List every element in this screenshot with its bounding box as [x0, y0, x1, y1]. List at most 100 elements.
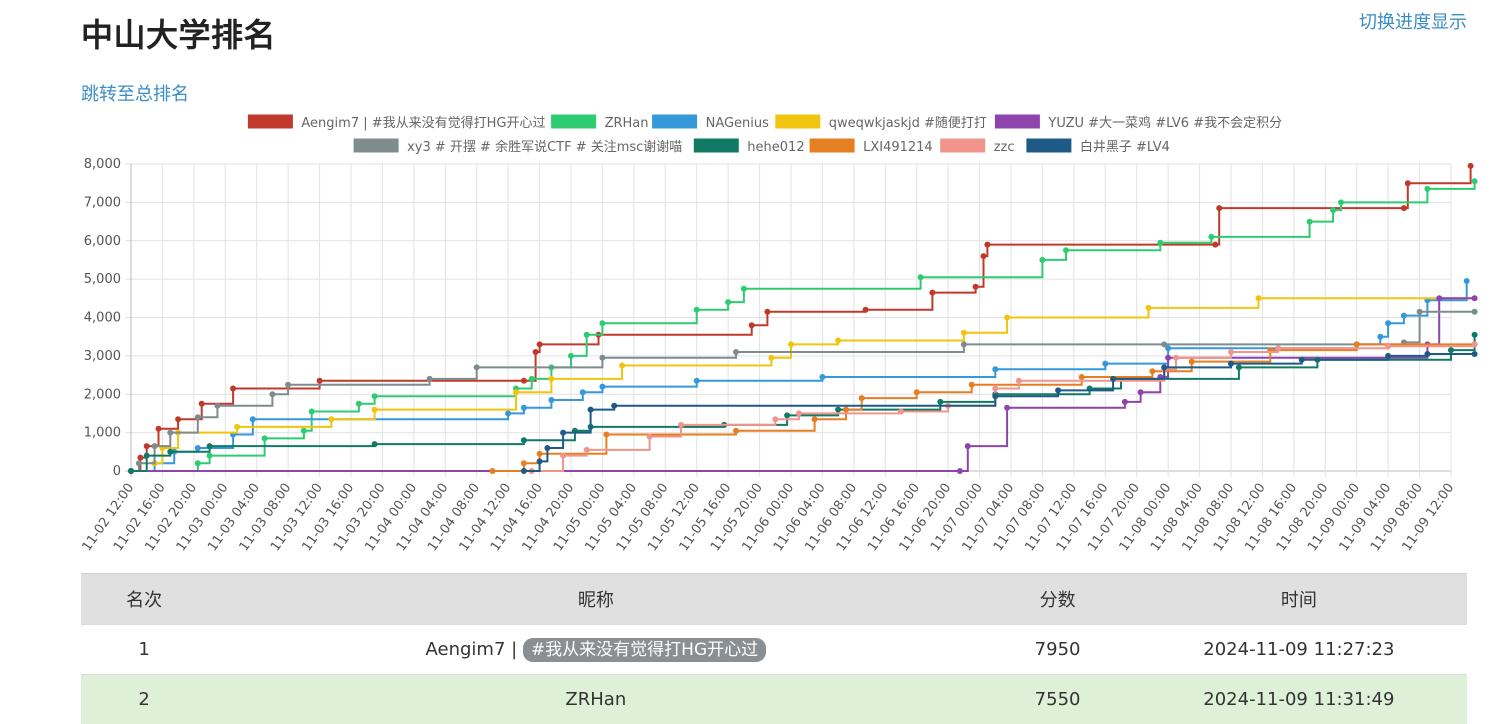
- data-point: [1424, 351, 1430, 357]
- data-point: [584, 447, 590, 453]
- data-point: [1338, 199, 1344, 205]
- data-point: [234, 424, 240, 430]
- data-point: [214, 403, 220, 409]
- legend-label: ZRHan: [605, 116, 649, 131]
- data-point: [1385, 353, 1391, 359]
- data-point: [992, 386, 998, 392]
- data-point: [957, 468, 963, 474]
- legend-swatch: [1026, 138, 1072, 153]
- data-point: [521, 468, 527, 474]
- data-point: [611, 403, 617, 409]
- data-point: [167, 449, 173, 455]
- data-point: [427, 376, 433, 382]
- data-point: [1138, 389, 1144, 395]
- data-point: [1385, 320, 1391, 326]
- data-point: [537, 458, 543, 464]
- data-point: [1330, 207, 1336, 213]
- data-point: [1208, 234, 1214, 240]
- data-point: [1472, 309, 1478, 315]
- data-point: [843, 407, 849, 413]
- data-point: [733, 349, 739, 355]
- series-line: [131, 312, 1475, 471]
- data-point: [537, 451, 543, 457]
- data-point: [328, 416, 334, 422]
- y-tick-label: 3,000: [84, 349, 121, 364]
- data-point: [1377, 334, 1383, 340]
- y-tick-label: 0: [113, 464, 121, 479]
- data-point: [1405, 180, 1411, 186]
- data-point: [1004, 315, 1010, 321]
- data-point: [981, 253, 987, 259]
- data-point: [560, 430, 566, 436]
- data-point: [548, 397, 554, 403]
- data-point: [1256, 295, 1262, 301]
- y-tick-label: 7,000: [84, 195, 121, 210]
- score-cell: 7550: [984, 675, 1130, 724]
- ranking-table: 名次 昵称 分数 时间 1 Aengim7 | #我从来没有觉得打HG开心过 7…: [81, 573, 1467, 724]
- nickname-cell: Aengim7 | #我从来没有觉得打HG开心过: [207, 625, 984, 675]
- series-line: [524, 354, 1475, 471]
- data-point: [137, 455, 143, 461]
- data-point: [1228, 361, 1234, 367]
- data-point: [544, 445, 550, 451]
- legend-label: YUZU #大一菜鸡 #LV6 #我不会定积分: [1047, 115, 1282, 131]
- data-point: [969, 382, 975, 388]
- data-point: [1016, 378, 1022, 384]
- data-point: [694, 307, 700, 313]
- rank-cell: 1: [81, 625, 207, 675]
- legend-swatch: [809, 138, 855, 153]
- data-point: [965, 443, 971, 449]
- page-title: 中山大学排名: [81, 10, 276, 56]
- toggle-progress-link[interactable]: 切换进度显示: [1359, 8, 1467, 34]
- legend-swatch: [994, 114, 1040, 129]
- data-point: [1063, 247, 1069, 253]
- data-point: [1055, 387, 1061, 393]
- legend-swatch: [693, 138, 739, 153]
- data-point: [521, 437, 527, 443]
- data-point: [207, 443, 213, 449]
- score-progress-chart: 01,0002,0003,0004,0005,0006,0007,0008,00…: [0, 100, 1497, 560]
- data-point: [580, 389, 586, 395]
- data-point: [1228, 349, 1234, 355]
- legend-label: zzc: [994, 140, 1015, 155]
- data-point: [819, 374, 825, 380]
- data-point: [835, 407, 841, 413]
- data-point: [474, 364, 480, 370]
- data-point: [1149, 368, 1155, 374]
- data-point: [356, 401, 362, 407]
- data-point: [1165, 355, 1171, 361]
- data-point: [144, 443, 150, 449]
- data-point: [619, 363, 625, 369]
- data-point: [918, 274, 924, 280]
- table-row: 2 ZRHan 7550 2024-11-09 11:31:49: [81, 675, 1467, 724]
- legend-label: Aengim7 | #我从来没有觉得打HG开心过: [301, 115, 545, 131]
- data-point: [1110, 376, 1116, 382]
- score-cell: 7950: [984, 625, 1130, 675]
- data-point: [749, 322, 755, 328]
- data-point: [1417, 309, 1423, 315]
- data-point: [195, 460, 201, 466]
- data-point: [1039, 257, 1045, 263]
- time-cell: 2024-11-09 11:27:23: [1131, 625, 1467, 675]
- data-point: [992, 366, 998, 372]
- data-point: [812, 416, 818, 422]
- nickname-tag-badge: #我从来没有觉得打HG开心过: [523, 638, 766, 662]
- legend-swatch: [247, 114, 293, 129]
- data-point: [195, 414, 201, 420]
- data-point: [584, 332, 590, 338]
- data-point: [568, 353, 574, 359]
- data-point: [973, 284, 979, 290]
- table-row: 1 Aengim7 | #我从来没有觉得打HG开心过 7950 2024-11-…: [81, 625, 1467, 675]
- data-point: [513, 389, 519, 395]
- legend-label: 白井黑子 #LV4: [1080, 139, 1170, 155]
- nickname-text: Aengim7 |: [426, 639, 518, 660]
- data-point: [725, 299, 731, 305]
- header-score: 分数: [984, 574, 1130, 625]
- data-point: [537, 341, 543, 347]
- data-point: [835, 338, 841, 344]
- data-point: [863, 307, 869, 313]
- data-point: [1173, 355, 1179, 361]
- data-point: [603, 432, 609, 438]
- series-line: [131, 281, 1467, 471]
- data-point: [1102, 361, 1108, 367]
